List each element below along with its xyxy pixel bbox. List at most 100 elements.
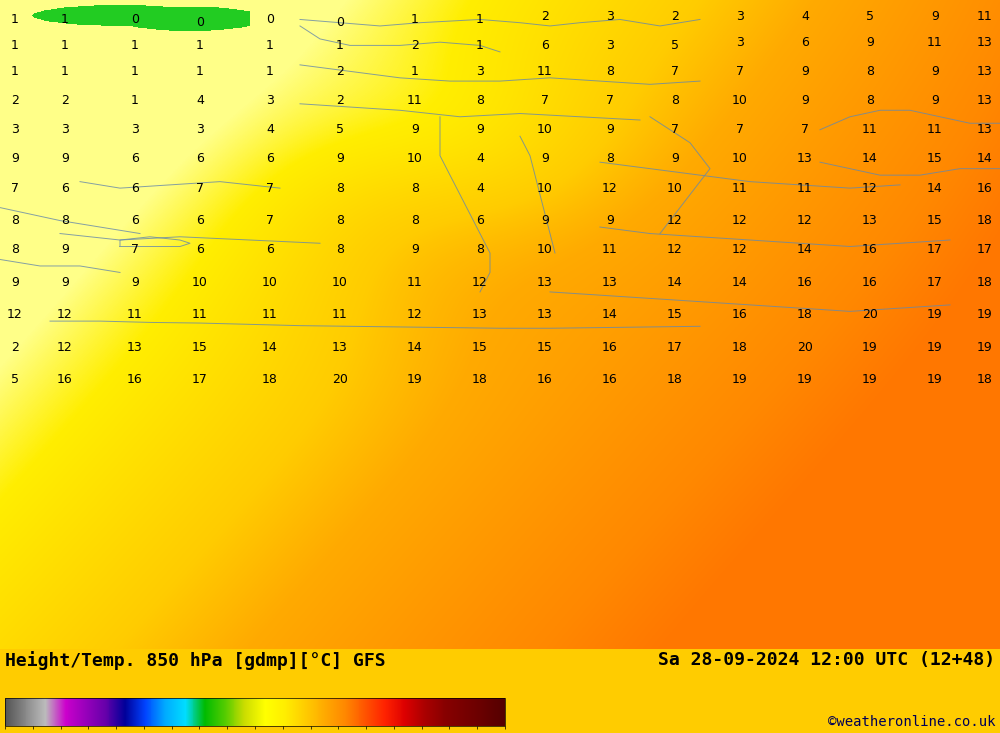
Text: 11: 11 bbox=[797, 182, 813, 195]
Text: 9: 9 bbox=[541, 152, 549, 166]
Text: 4: 4 bbox=[476, 152, 484, 166]
Text: 11: 11 bbox=[927, 36, 943, 48]
Text: 13: 13 bbox=[472, 308, 488, 321]
Text: 2: 2 bbox=[336, 65, 344, 78]
Text: 12: 12 bbox=[472, 276, 488, 289]
Text: 1: 1 bbox=[266, 39, 274, 52]
Text: 1: 1 bbox=[266, 65, 274, 78]
Text: 9: 9 bbox=[801, 94, 809, 107]
Text: Height/Temp. 850 hPa [gdmp][°C] GFS: Height/Temp. 850 hPa [gdmp][°C] GFS bbox=[5, 651, 386, 670]
Text: 2: 2 bbox=[336, 94, 344, 107]
Text: 17: 17 bbox=[192, 373, 208, 386]
Text: 12: 12 bbox=[57, 341, 73, 353]
Text: 12: 12 bbox=[667, 243, 683, 257]
Text: 10: 10 bbox=[262, 276, 278, 289]
Text: 10: 10 bbox=[537, 243, 553, 257]
Text: 13: 13 bbox=[127, 341, 143, 353]
Text: 12: 12 bbox=[57, 308, 73, 321]
Text: 13: 13 bbox=[602, 276, 618, 289]
Text: 1: 1 bbox=[196, 65, 204, 78]
Text: 12: 12 bbox=[732, 243, 748, 257]
Text: 1: 1 bbox=[131, 39, 139, 52]
Text: 20: 20 bbox=[862, 308, 878, 321]
Text: 19: 19 bbox=[927, 308, 943, 321]
Text: 6: 6 bbox=[61, 182, 69, 195]
Text: 8: 8 bbox=[866, 94, 874, 107]
Text: 9: 9 bbox=[931, 65, 939, 78]
Text: 0: 0 bbox=[131, 13, 139, 26]
Text: 7: 7 bbox=[131, 243, 139, 257]
Text: 1: 1 bbox=[61, 65, 69, 78]
Text: 16: 16 bbox=[797, 276, 813, 289]
Text: 9: 9 bbox=[61, 152, 69, 166]
Text: 7: 7 bbox=[671, 123, 679, 136]
Text: 10: 10 bbox=[732, 94, 748, 107]
Text: 11: 11 bbox=[602, 243, 618, 257]
Text: 16: 16 bbox=[862, 243, 878, 257]
Text: 13: 13 bbox=[537, 276, 553, 289]
Text: 13: 13 bbox=[797, 152, 813, 166]
Text: 8: 8 bbox=[61, 214, 69, 227]
Text: 6: 6 bbox=[196, 243, 204, 257]
Text: 12: 12 bbox=[407, 308, 423, 321]
Text: 1: 1 bbox=[11, 39, 19, 52]
Text: 11: 11 bbox=[127, 308, 143, 321]
Text: 7: 7 bbox=[606, 94, 614, 107]
Text: 9: 9 bbox=[411, 243, 419, 257]
Text: 10: 10 bbox=[537, 123, 553, 136]
Text: 14: 14 bbox=[667, 276, 683, 289]
Text: 11: 11 bbox=[407, 94, 423, 107]
Text: 9: 9 bbox=[131, 276, 139, 289]
Text: 19: 19 bbox=[977, 341, 993, 353]
Text: 9: 9 bbox=[541, 214, 549, 227]
Text: 1: 1 bbox=[336, 39, 344, 52]
Text: 8: 8 bbox=[866, 65, 874, 78]
Text: 3: 3 bbox=[196, 123, 204, 136]
Text: 14: 14 bbox=[407, 341, 423, 353]
Text: 9: 9 bbox=[801, 65, 809, 78]
Text: 9: 9 bbox=[671, 152, 679, 166]
Text: 12: 12 bbox=[797, 214, 813, 227]
Text: 19: 19 bbox=[862, 341, 878, 353]
Text: 11: 11 bbox=[862, 123, 878, 136]
Text: 5: 5 bbox=[671, 39, 679, 52]
Text: 11: 11 bbox=[927, 123, 943, 136]
Text: 18: 18 bbox=[797, 308, 813, 321]
Text: 3: 3 bbox=[11, 123, 19, 136]
Text: 12: 12 bbox=[667, 214, 683, 227]
Text: 10: 10 bbox=[192, 276, 208, 289]
Text: 14: 14 bbox=[797, 243, 813, 257]
Text: 18: 18 bbox=[262, 373, 278, 386]
Text: 14: 14 bbox=[977, 152, 993, 166]
Text: 20: 20 bbox=[332, 373, 348, 386]
Text: 11: 11 bbox=[332, 308, 348, 321]
Text: 9: 9 bbox=[11, 152, 19, 166]
Text: 10: 10 bbox=[332, 276, 348, 289]
Text: 5: 5 bbox=[336, 123, 344, 136]
Text: 3: 3 bbox=[736, 36, 744, 48]
Text: 0: 0 bbox=[336, 16, 344, 29]
Text: 7: 7 bbox=[736, 65, 744, 78]
Text: 19: 19 bbox=[407, 373, 423, 386]
Text: 16: 16 bbox=[732, 308, 748, 321]
Text: 9: 9 bbox=[61, 243, 69, 257]
Text: 18: 18 bbox=[977, 276, 993, 289]
Text: 17: 17 bbox=[977, 243, 993, 257]
Text: 14: 14 bbox=[732, 276, 748, 289]
Text: 11: 11 bbox=[977, 10, 993, 23]
Text: 1: 1 bbox=[411, 65, 419, 78]
Text: 8: 8 bbox=[11, 214, 19, 227]
Text: 13: 13 bbox=[977, 65, 993, 78]
Text: 16: 16 bbox=[57, 373, 73, 386]
Text: 7: 7 bbox=[196, 182, 204, 195]
Text: 8: 8 bbox=[671, 94, 679, 107]
Text: 5: 5 bbox=[866, 10, 874, 23]
Text: 14: 14 bbox=[262, 341, 278, 353]
Text: 13: 13 bbox=[977, 36, 993, 48]
Text: 1: 1 bbox=[61, 39, 69, 52]
Text: 7: 7 bbox=[801, 123, 809, 136]
Text: 3: 3 bbox=[606, 10, 614, 23]
Text: 17: 17 bbox=[667, 341, 683, 353]
Text: 6: 6 bbox=[196, 152, 204, 166]
Text: 0: 0 bbox=[266, 13, 274, 26]
